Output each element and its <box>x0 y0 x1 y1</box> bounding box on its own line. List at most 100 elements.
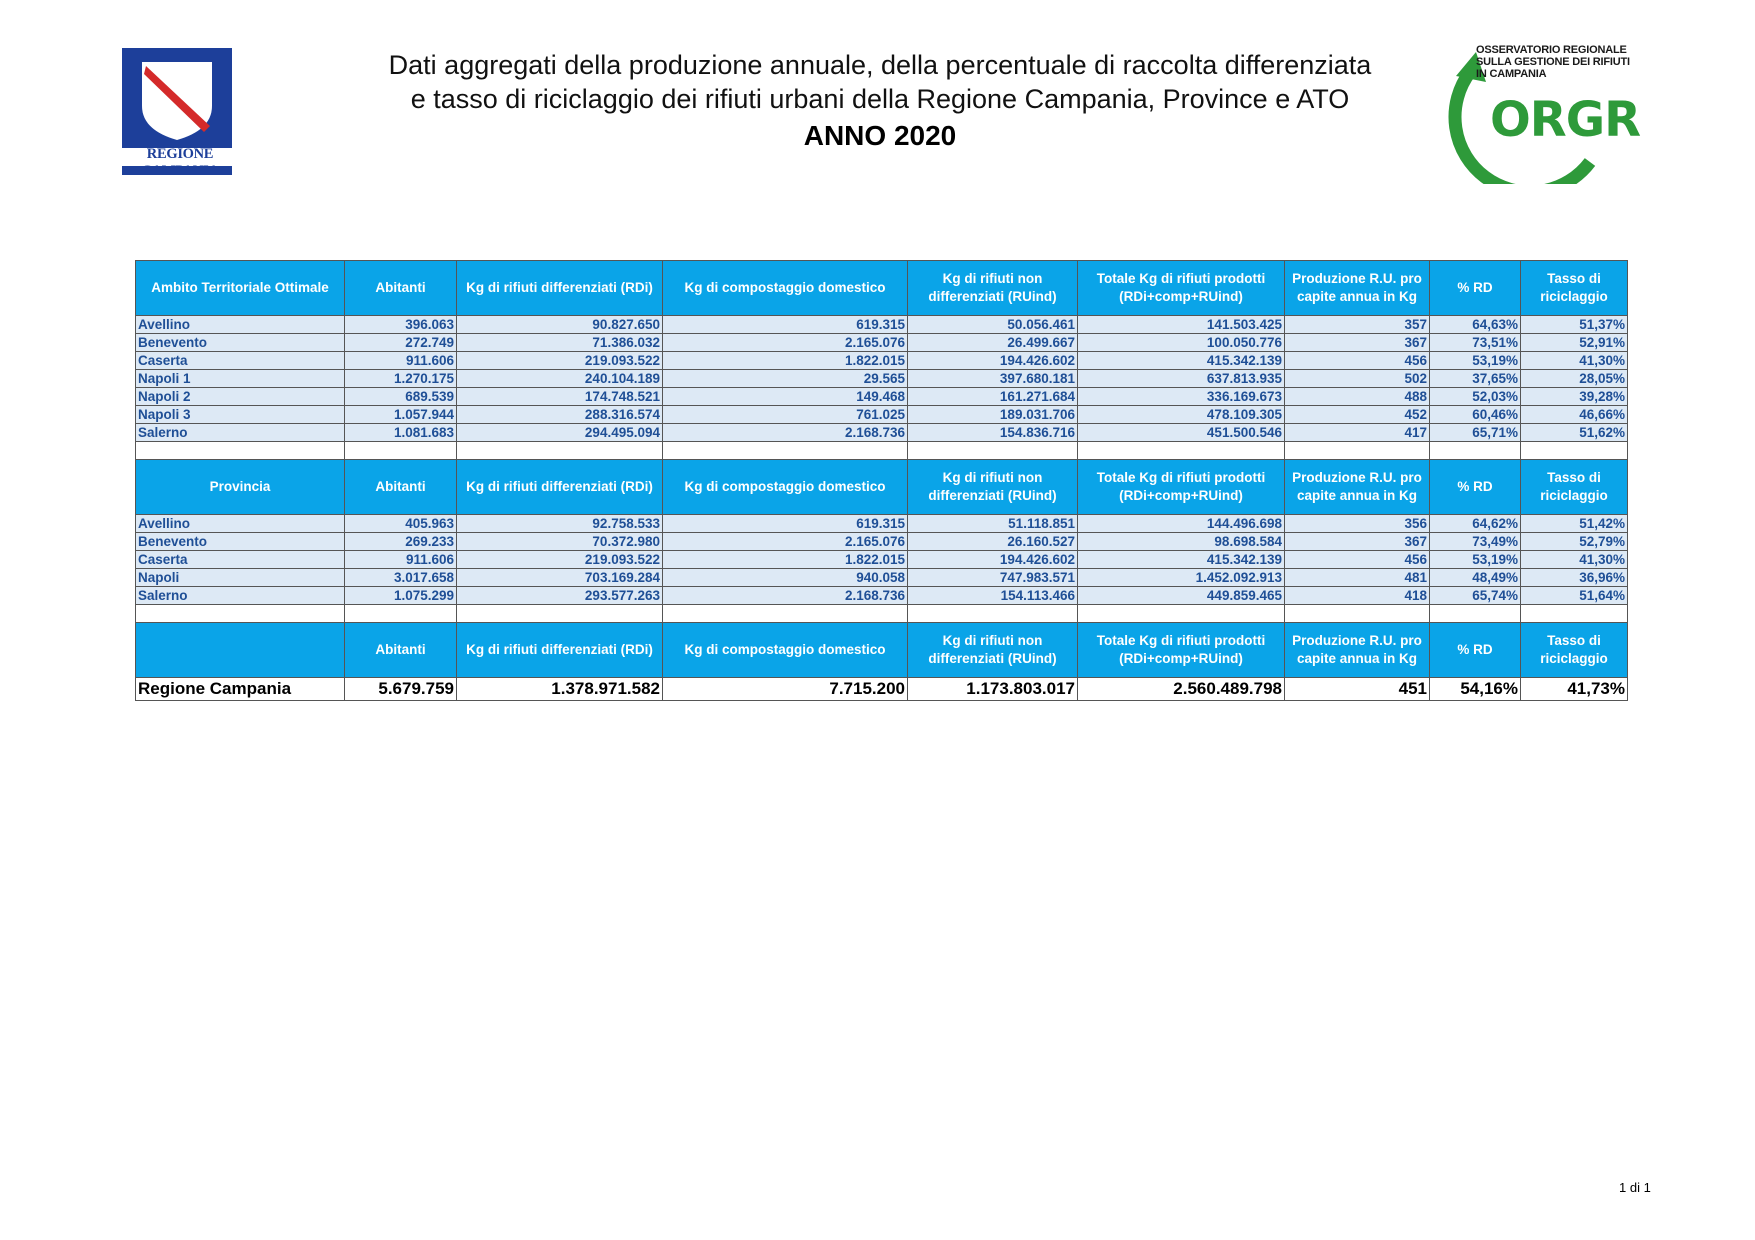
table-cell: 52,91% <box>1520 333 1628 352</box>
column-header: Kg di rifiuti differenziati (RDi) <box>456 260 663 316</box>
table-cell: 356 <box>1284 514 1430 533</box>
table-cell: 294.495.094 <box>456 423 663 442</box>
row-label: Napoli 1 <box>135 369 345 388</box>
row-label: Regione Campania <box>135 677 345 701</box>
table-cell: 51,37% <box>1520 315 1628 334</box>
table-cell: 449.859.465 <box>1077 586 1285 605</box>
table-cell: 2.165.076 <box>662 532 908 551</box>
table-cell: 194.426.602 <box>907 351 1078 370</box>
table-cell: 1.822.015 <box>662 550 908 569</box>
table-cell: 73,49% <box>1429 532 1521 551</box>
table-cell: 1.081.683 <box>344 423 457 442</box>
table-cell: 367 <box>1284 333 1430 352</box>
empty-cell <box>344 441 457 460</box>
row-label: Caserta <box>135 351 345 370</box>
table-cell: 911.606 <box>344 351 457 370</box>
table-cell: 478.109.305 <box>1077 405 1285 424</box>
table-cell: 1.075.299 <box>344 586 457 605</box>
table-cell: 2.168.736 <box>662 586 908 605</box>
region-total-row: Regione Campania 5.679.759 1.378.971.582 7.… <box>135 677 1628 701</box>
table-cell: 415.342.139 <box>1077 550 1285 569</box>
table-cell: 70.372.980 <box>456 532 663 551</box>
table-cell: 761.025 <box>662 405 908 424</box>
empty-cell <box>662 441 908 460</box>
empty-cell <box>135 441 345 460</box>
table-cell: 50.056.461 <box>907 315 1078 334</box>
spacer-row <box>135 441 1628 460</box>
table-cell: 451.500.546 <box>1077 423 1285 442</box>
column-header: Kg di rifiuti non differenziati (RUind) <box>907 622 1078 678</box>
logo-bar <box>122 166 232 175</box>
row-label: Benevento <box>135 333 345 352</box>
table-row: Napoli 3.017.658 703.169.284 940.058 747.983… <box>135 568 1628 587</box>
empty-cell <box>1284 441 1430 460</box>
orgr-recycle-arrow-icon <box>1448 52 1596 184</box>
title-year: ANNO 2020 <box>803 120 957 151</box>
column-header: Ambito Territoriale Ottimale <box>135 260 345 316</box>
table-cell: 1.452.092.913 <box>1077 568 1285 587</box>
row-label: Napoli 2 <box>135 387 345 406</box>
table-cell: 3.017.658 <box>344 568 457 587</box>
column-header: Tasso di riciclaggio <box>1520 459 1628 515</box>
empty-cell <box>135 604 345 623</box>
table-cell: 29.565 <box>662 369 908 388</box>
column-header: Produzione R.U. pro capite annua in Kg <box>1284 622 1430 678</box>
table-row: Napoli 1 1.270.175 240.104.189 29.565 397.68… <box>135 369 1628 388</box>
column-header: Abitanti <box>344 459 457 515</box>
table-cell: 481 <box>1284 568 1430 587</box>
table-cell: 293.577.263 <box>456 586 663 605</box>
table-cell: 194.426.602 <box>907 550 1078 569</box>
empty-cell <box>344 604 457 623</box>
table-cell: 39,28% <box>1520 387 1628 406</box>
table-cell: 51,64% <box>1520 586 1628 605</box>
table-cell: 219.093.522 <box>456 550 663 569</box>
table-cell: 53,19% <box>1429 351 1521 370</box>
table-cell: 397.680.181 <box>907 369 1078 388</box>
column-header: Kg di compostaggio domestico <box>662 260 908 316</box>
column-header: Kg di rifiuti non differenziati (RUind) <box>907 260 1078 316</box>
table-cell: 28,05% <box>1520 369 1628 388</box>
table-cell: 71.386.032 <box>456 333 663 352</box>
ato-header-row: Ambito Territoriale Ottimale Abitanti Kg d… <box>135 260 1628 316</box>
table-cell: 911.606 <box>344 550 457 569</box>
table-row: Napoli 2 689.539 174.748.521 149.468 161.271… <box>135 387 1628 406</box>
table-cell: 456 <box>1284 351 1430 370</box>
spacer-row <box>135 604 1628 623</box>
column-header: Kg di rifiuti differenziati (RDi) <box>456 622 663 678</box>
row-label: Avellino <box>135 315 345 334</box>
table-cell: 64,62% <box>1429 514 1521 533</box>
table-row: Napoli 3 1.057.944 288.316.574 761.025 189.0… <box>135 405 1628 424</box>
table-cell: 154.836.716 <box>907 423 1078 442</box>
column-header: Provincia <box>135 459 345 515</box>
table-cell: 41,30% <box>1520 351 1628 370</box>
page-number: 1 di 1 <box>1619 1180 1651 1195</box>
orgr-text: OSSERVATORIO REGIONALE SULLA GESTIONE DE… <box>1476 44 1630 80</box>
table-cell: 46,66% <box>1520 405 1628 424</box>
empty-cell <box>456 441 663 460</box>
empty-cell <box>1520 604 1628 623</box>
table-cell: 60,46% <box>1429 405 1521 424</box>
table-cell: 405.963 <box>344 514 457 533</box>
title-line-1: Dati aggregati della produzione annuale,… <box>388 50 1372 80</box>
table-cell: 90.827.650 <box>456 315 663 334</box>
table-cell: 417 <box>1284 423 1430 442</box>
table-cell: 54,16% <box>1429 677 1521 701</box>
table-cell: 2.165.076 <box>662 333 908 352</box>
table-cell: 219.093.522 <box>456 351 663 370</box>
table-cell: 100.050.776 <box>1077 333 1285 352</box>
table-cell: 357 <box>1284 315 1430 334</box>
column-header: % RD <box>1429 459 1521 515</box>
column-header: Abitanti <box>344 622 457 678</box>
empty-cell <box>1520 441 1628 460</box>
column-header: Totale Kg di rifiuti prodotti (RDi+comp+… <box>1077 260 1285 316</box>
title-line-2: e tasso di riciclaggio dei rifiuti urban… <box>410 84 1350 114</box>
table-cell: 367 <box>1284 532 1430 551</box>
table-cell: 189.031.706 <box>907 405 1078 424</box>
table-cell: 1.057.944 <box>344 405 457 424</box>
orgr-text-line-2: SULLA GESTIONE DEI RIFIUTI <box>1476 56 1630 68</box>
column-header: Kg di compostaggio domestico <box>662 622 908 678</box>
table-cell: 92.758.533 <box>456 514 663 533</box>
table-cell: 26.499.667 <box>907 333 1078 352</box>
table-cell: 1.173.803.017 <box>907 677 1078 701</box>
row-label: Salerno <box>135 586 345 605</box>
